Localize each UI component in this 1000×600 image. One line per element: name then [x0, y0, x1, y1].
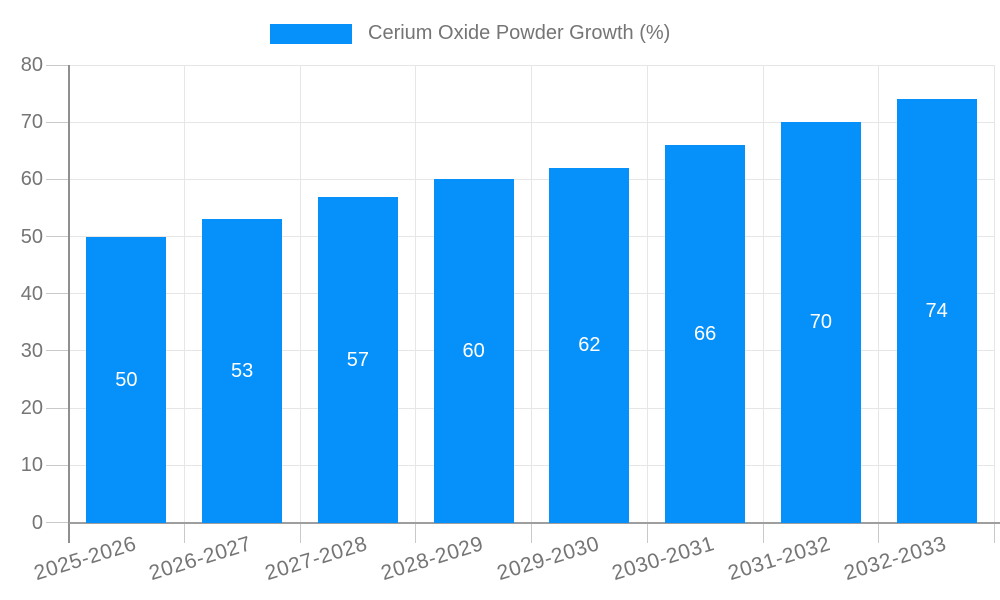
y-axis-tick-label: 30	[20, 339, 43, 362]
v-gridline	[183, 65, 185, 523]
v-gridline	[299, 65, 301, 523]
y-axis-tick-label: 60	[20, 168, 43, 191]
bar[interactable]: 57	[317, 196, 398, 523]
v-gridline	[531, 65, 532, 523]
bar[interactable]: 70	[780, 122, 861, 523]
v-gridline	[878, 65, 880, 523]
bar[interactable]: 60	[433, 179, 514, 523]
y-axis-tick-label: 0	[31, 511, 43, 534]
x-axis-tick-label: 2029-2030	[493, 532, 602, 585]
y-axis-tick	[46, 464, 69, 466]
bar[interactable]: 62	[549, 167, 630, 523]
x-axis-tick	[762, 522, 764, 543]
y-axis-tick	[46, 121, 69, 123]
y-axis-tick	[46, 293, 69, 295]
bar[interactable]: 50	[86, 236, 167, 523]
y-axis-tick-label: 10	[20, 454, 43, 477]
x-axis-tick-label: 2028-2029	[378, 532, 487, 585]
x-axis-tick	[646, 522, 648, 543]
y-axis-tick-label: 50	[20, 225, 43, 248]
x-axis-line	[68, 521, 1000, 524]
bar-value-label: 66	[694, 322, 717, 345]
legend-item[interactable]: Cerium Oxide Powder Growth (%)	[270, 22, 670, 45]
legend-swatch	[270, 23, 352, 44]
bar-value-label: 60	[462, 339, 485, 362]
v-gridline	[646, 65, 648, 523]
y-axis-tick-label: 70	[20, 111, 43, 134]
x-axis-tick-label: 2032-2033	[841, 532, 950, 585]
x-axis-tick-label: 2026-2027	[146, 532, 255, 585]
bar[interactable]: 66	[665, 145, 746, 523]
y-axis-line	[67, 65, 70, 543]
y-axis-tick	[46, 522, 69, 523]
y-axis-tick-label: 20	[20, 397, 43, 420]
bar-value-label: 50	[115, 368, 138, 391]
x-axis-tick	[994, 522, 995, 543]
y-axis-tick	[46, 178, 69, 180]
v-gridline	[762, 65, 764, 523]
v-gridline	[415, 65, 417, 523]
y-axis-tick	[46, 64, 69, 66]
v-gridline	[994, 65, 995, 523]
x-axis-tick	[183, 522, 185, 543]
x-axis-tick	[415, 522, 417, 543]
x-axis-tick-label: 2027-2028	[262, 532, 371, 585]
bar-value-label: 62	[578, 334, 601, 357]
x-axis-tick-label: 2025-2026	[30, 532, 139, 585]
x-axis-tick	[878, 522, 880, 543]
legend-label: Cerium Oxide Powder Growth (%)	[368, 22, 671, 44]
y-axis-tick-label: 40	[20, 282, 43, 305]
bar[interactable]: 74	[896, 99, 977, 523]
y-axis-tick	[46, 350, 69, 352]
x-axis-tick-label: 2030-2031	[609, 532, 718, 585]
y-axis-tick	[46, 236, 69, 238]
x-axis-tick	[299, 522, 301, 543]
y-axis-tick-label: 80	[20, 54, 43, 76]
bar[interactable]: 53	[202, 219, 283, 523]
bar-value-label: 74	[925, 299, 948, 322]
y-axis-tick	[46, 407, 69, 409]
bar-value-label: 70	[809, 311, 832, 334]
bar-value-label: 53	[231, 359, 254, 382]
x-axis-tick	[531, 522, 532, 543]
bar-value-label: 57	[346, 348, 369, 371]
x-axis-tick-label: 2031-2032	[725, 532, 834, 585]
